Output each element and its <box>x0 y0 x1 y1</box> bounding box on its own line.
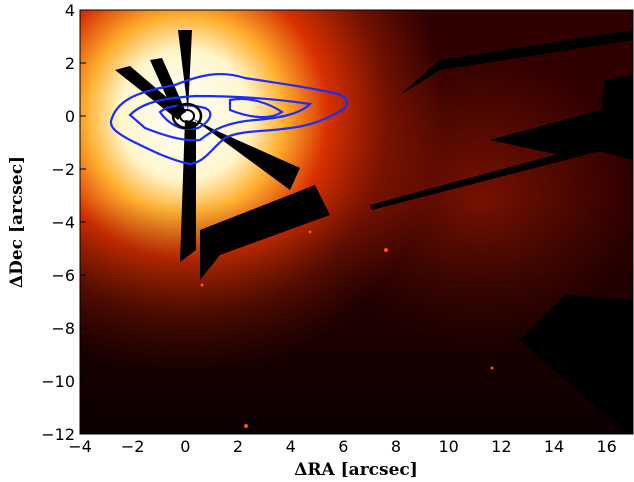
y-tick-label: −12 <box>41 425 75 444</box>
x-tick-label: 8 <box>391 437 401 456</box>
x-tick-label: 14 <box>544 437 564 456</box>
x-tick-label: 12 <box>491 437 511 456</box>
y-tick-label: −10 <box>41 372 75 391</box>
x-axis-ticks: −4 −2 0 2 4 6 8 10 12 14 16 <box>68 428 617 456</box>
x-tick-label: 6 <box>338 437 348 456</box>
x-tick-label: −4 <box>68 437 92 456</box>
nebula-image <box>80 10 633 434</box>
x-tick-label: 16 <box>596 437 616 456</box>
y-tick-label: −2 <box>51 160 75 179</box>
x-tick-label: 2 <box>233 437 243 456</box>
y-tick-label: −6 <box>51 266 75 285</box>
y-tick-label: −8 <box>51 319 75 338</box>
y-tick-label: 2 <box>65 54 75 73</box>
y-axis-label: ΔDec [arcsec] <box>7 156 27 288</box>
x-tick-label: −2 <box>121 437 145 456</box>
x-tick-label: 4 <box>286 437 296 456</box>
y-axis-ticks: 4 2 0 −2 −4 −6 −8 −10 −12 <box>41 1 86 444</box>
contours <box>109 72 348 166</box>
y-tick-label: 4 <box>65 1 75 20</box>
x-axis-label: ΔRA [arcsec] <box>294 460 418 480</box>
x-tick-label: 0 <box>180 437 190 456</box>
y-tick-label: 0 <box>65 107 75 126</box>
y-tick-label: −4 <box>51 213 75 232</box>
x-tick-label: 10 <box>438 437 458 456</box>
